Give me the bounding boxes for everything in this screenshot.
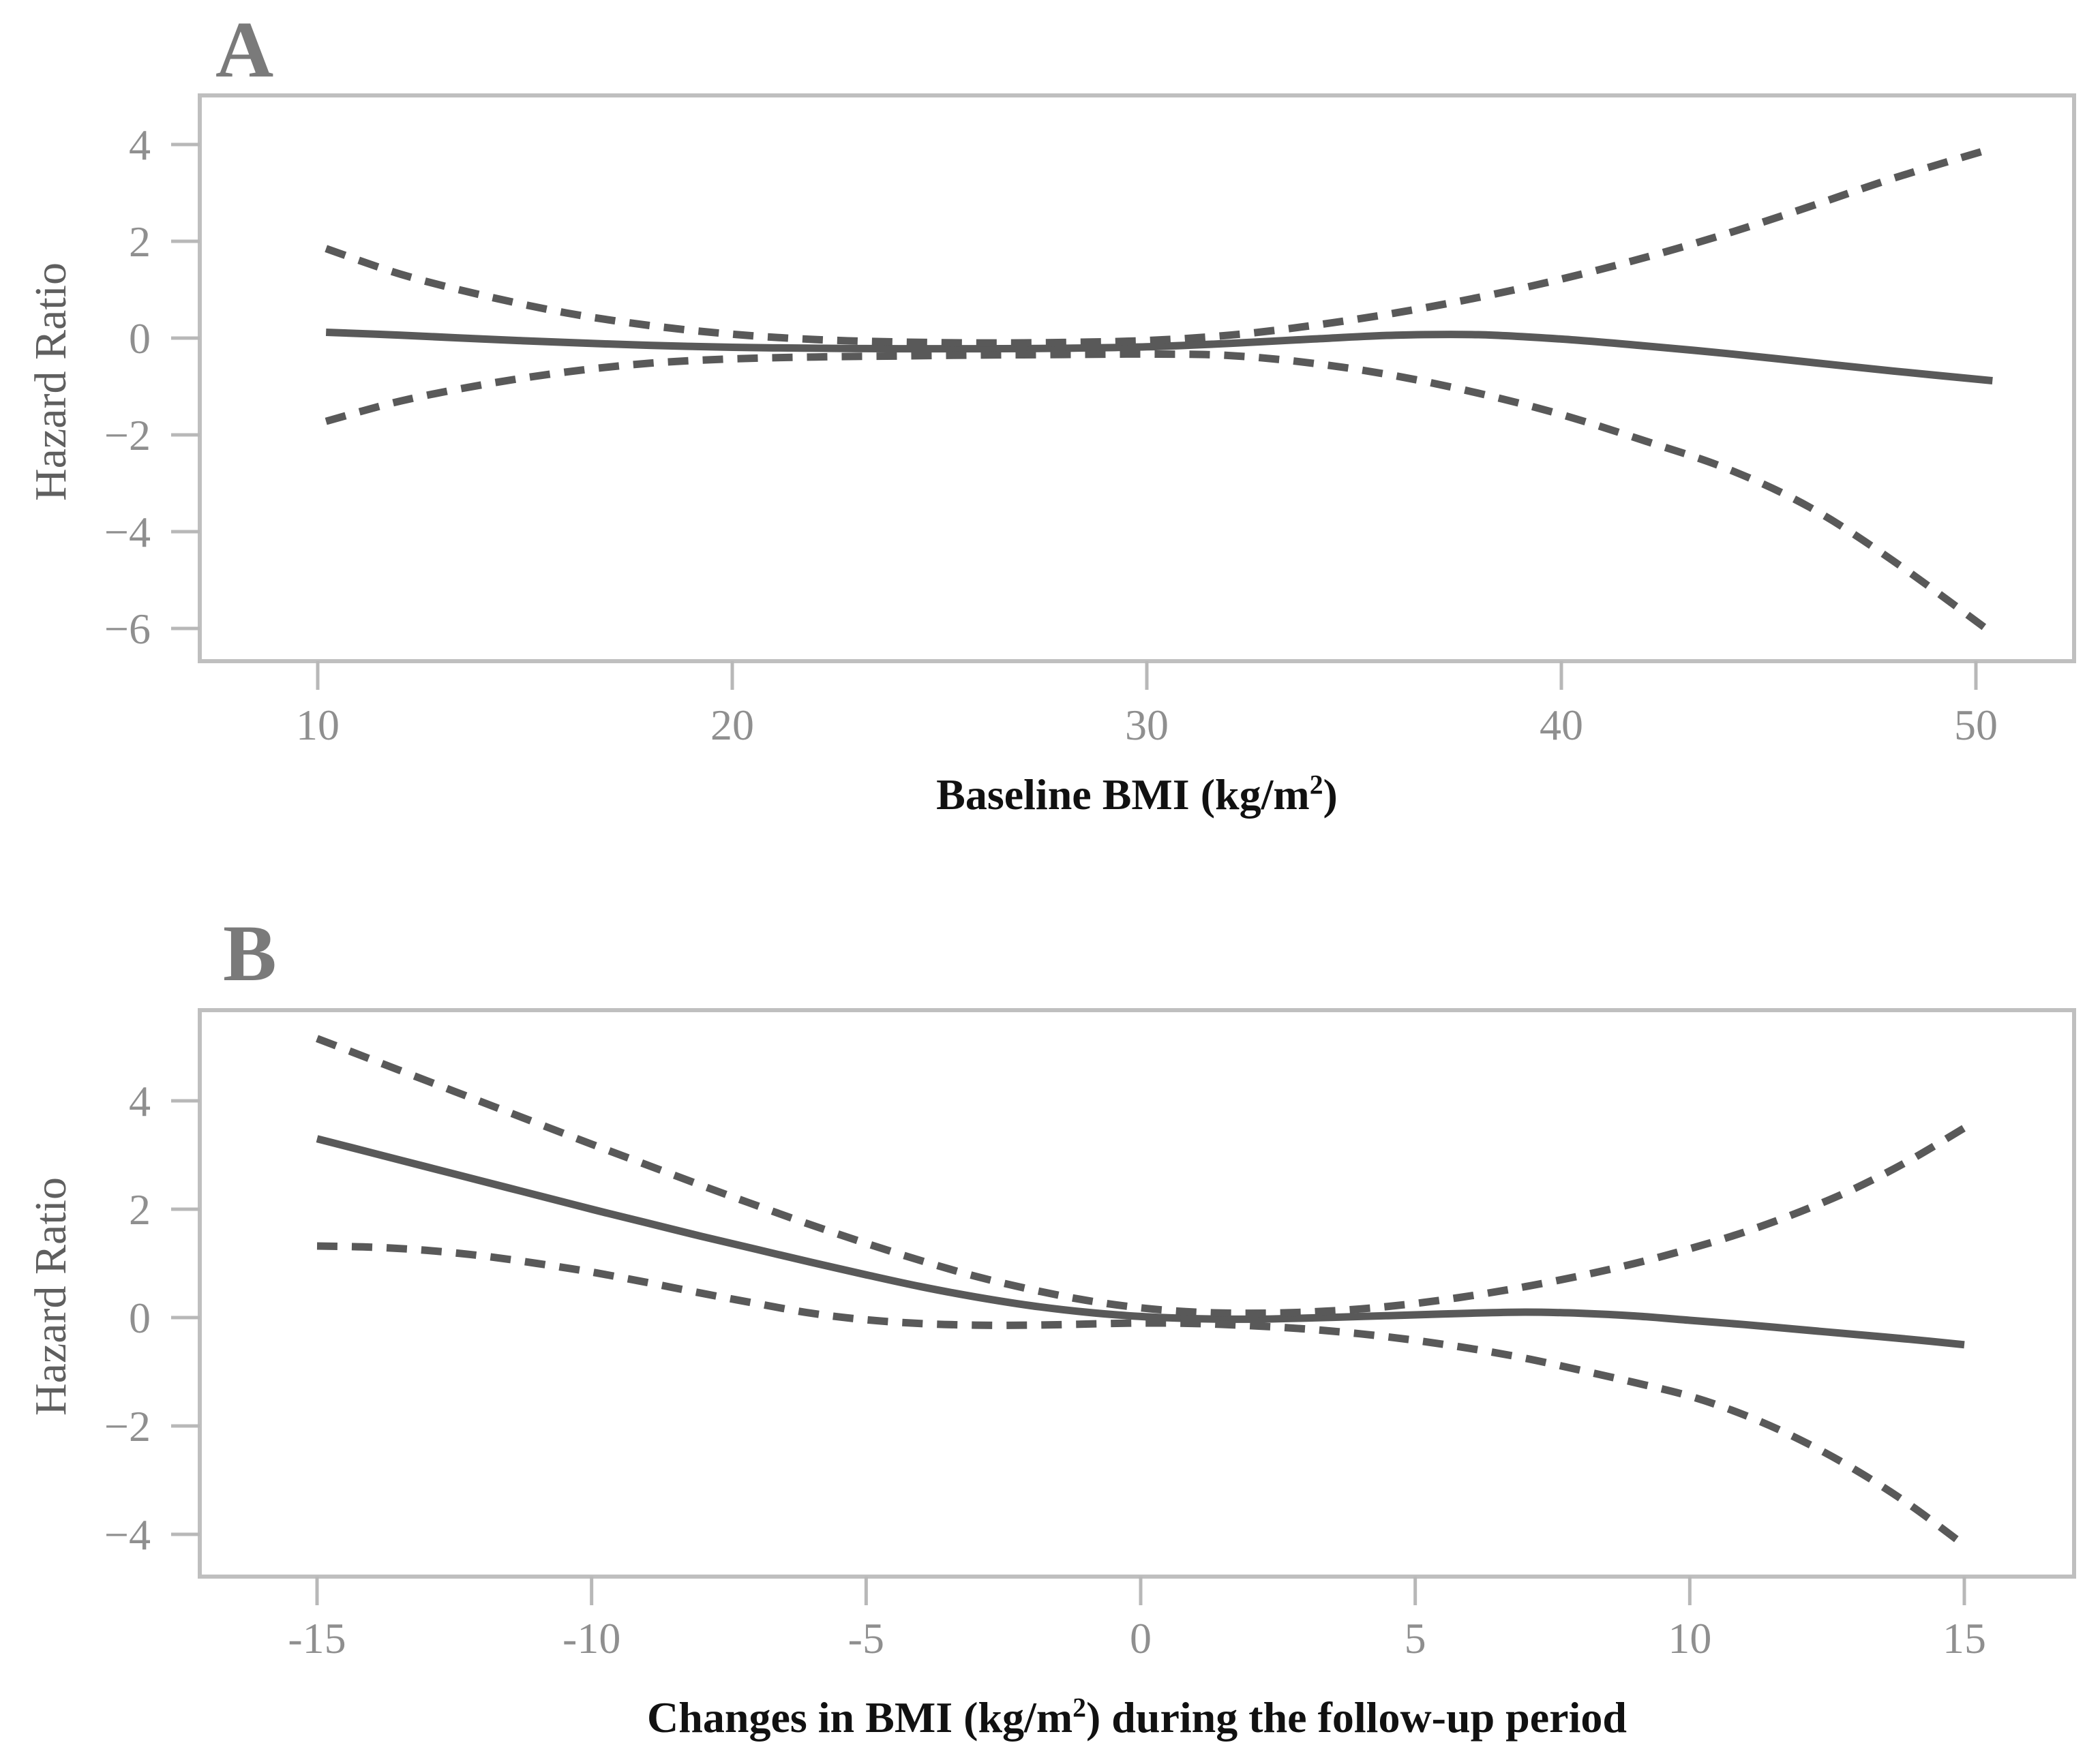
panel-b-frame xyxy=(198,1008,2076,1579)
panel-a-x-axis-title: Baseline BMI (kg/m2) xyxy=(200,768,2074,822)
panel-a-frame xyxy=(198,93,2076,663)
panel-b-x-tick-label-5: 5 xyxy=(1405,1614,1426,1662)
panel-a-y-tick-label-0: 0 xyxy=(129,314,151,363)
panel-b-x-title-close: ) during the follow-up period xyxy=(1085,1693,1627,1742)
panel-a-curve-estimate xyxy=(325,328,1993,384)
panel-a-x-title-superscript: 2 xyxy=(1309,770,1323,800)
panel-b-letter: B xyxy=(223,909,277,998)
panel-a-x-tick-label-40: 40 xyxy=(1540,701,1583,749)
panel-a-x-tick-label-30: 30 xyxy=(1125,701,1169,749)
panel-a-y-axis-title: Hazard Ratio xyxy=(26,262,76,502)
panel-a-y-tick-label-−2: −2 xyxy=(104,411,151,459)
panel-a-y-tick-label-−4: −4 xyxy=(104,508,151,556)
panel-b-curve-estimate xyxy=(316,1135,1965,1349)
panel-a-x-tick-label-50: 50 xyxy=(1954,701,1998,749)
panel-b-x-tick-label--10: -10 xyxy=(562,1614,620,1662)
panel-a-x-tick-label-10: 10 xyxy=(296,701,340,749)
panel-b-x-tick-label-0: 0 xyxy=(1130,1614,1152,1662)
panel-b-x-title-text: Changes in BMI (kg/m xyxy=(647,1693,1073,1742)
panel-b-y-tick-label-−2: −2 xyxy=(104,1402,151,1450)
panel-a-curve-lower_95ci xyxy=(325,350,1995,637)
panel-a-x-title-text: Baseline BMI (kg/m xyxy=(936,770,1310,819)
panel-a-y-tick-label-−6: −6 xyxy=(104,605,151,653)
panel-b-x-axis-title: Changes in BMI (kg/m2) during the follow… xyxy=(200,1690,2074,1745)
panel-b-curve-lower_95ci xyxy=(316,1242,1967,1549)
panel-b-x-tick-label--5: -5 xyxy=(848,1614,884,1662)
panel-b-y-tick-label-0: 0 xyxy=(129,1294,151,1342)
panel-a-y-tick-label-4: 4 xyxy=(129,121,151,169)
panel-b-x-tick-label-15: 15 xyxy=(1942,1614,1986,1662)
panel-a-x-title-close: ) xyxy=(1323,770,1338,819)
panel-a-y-tick-label-2: 2 xyxy=(129,217,151,266)
panel-b-x-tick-label--15: -15 xyxy=(288,1614,346,1662)
panel-b-x-tick-label-10: 10 xyxy=(1668,1614,1711,1662)
panel-b-y-tick-label-2: 2 xyxy=(129,1185,151,1234)
panel-a-letter: A xyxy=(215,5,274,94)
panel-b-curve-upper_95ci xyxy=(316,1035,1966,1318)
panel-b-y-tick-label-−4: −4 xyxy=(104,1510,151,1559)
panel-a-x-tick-label-20: 20 xyxy=(710,701,754,749)
panel-b-y-axis-title: Hazard Ratio xyxy=(26,1177,76,1416)
panel-b-x-title-superscript: 2 xyxy=(1072,1692,1086,1723)
panel-b-y-tick-label-4: 4 xyxy=(129,1077,151,1125)
panel-a-curve-upper_95ci xyxy=(325,145,1994,347)
